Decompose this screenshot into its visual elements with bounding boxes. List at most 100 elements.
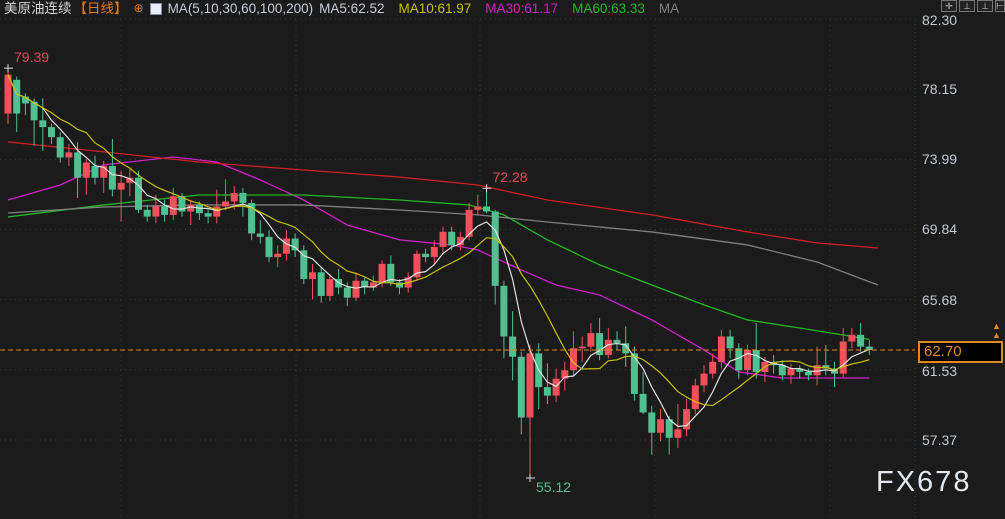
candle-body <box>21 96 29 104</box>
candle-body <box>804 371 812 376</box>
price-annotation: 55.12 <box>536 478 572 495</box>
candle-body <box>343 287 351 298</box>
crosshair-icon[interactable]: ✛ <box>941 0 957 12</box>
candle-body <box>813 365 821 376</box>
candle-body <box>604 339 612 356</box>
zoom-out-icon[interactable]: ⊥ <box>977 0 993 12</box>
candle-body <box>230 192 238 202</box>
candle-body <box>526 353 534 418</box>
candle-body <box>152 206 160 217</box>
y-tick-label: 73.99 <box>922 151 958 168</box>
candle-body <box>4 74 12 114</box>
y-tick-label: 57.37 <box>922 432 958 448</box>
candle-body <box>169 196 177 215</box>
candle-body <box>439 231 447 247</box>
candle-body <box>517 356 525 418</box>
candle-body <box>282 238 290 254</box>
candle-body <box>143 209 151 217</box>
period-selector[interactable]: 【日线】 <box>73 1 128 16</box>
y-tick-label: 61.53 <box>922 363 958 379</box>
candle-body <box>500 285 508 337</box>
candle-body <box>48 127 55 138</box>
candle-body <box>30 101 38 121</box>
candle-body <box>483 206 490 212</box>
y-tick-label: 65.68 <box>922 291 958 308</box>
candle-body <box>204 213 212 217</box>
candle-body <box>596 333 604 356</box>
candle-body <box>613 339 621 344</box>
candle-body <box>274 253 282 258</box>
candle-body <box>448 231 456 246</box>
candle-body <box>178 196 186 212</box>
candle-body <box>509 336 517 357</box>
candle-body <box>456 236 464 246</box>
candle-body <box>465 209 473 237</box>
candle-body <box>161 206 169 215</box>
candle-body <box>778 365 786 376</box>
exit-icon[interactable]: ⊢ <box>995 0 1005 12</box>
candle-body <box>796 368 804 372</box>
candle-body <box>187 204 195 212</box>
ma-settings[interactable]: MA(5,10,30,60,100,200) <box>167 1 314 16</box>
candle-body <box>474 206 482 210</box>
candle-body <box>491 211 499 286</box>
indicator-chart-icon[interactable] <box>149 2 162 15</box>
candle-body <box>691 385 699 410</box>
candle-body <box>239 192 247 204</box>
chart-header: 美原油连续 【日线】 ⊕ MA(5,10,30,60,100,200) MA5:… <box>4 0 934 17</box>
candle-body <box>326 279 334 296</box>
candle-body <box>248 203 256 234</box>
candle-body <box>552 378 560 396</box>
candle-body <box>587 333 595 347</box>
candle-body <box>13 79 21 114</box>
candle-body <box>648 412 656 433</box>
candle-body <box>265 236 273 258</box>
ma200-line <box>7 141 879 249</box>
price-annotation: 79.39 <box>14 49 50 66</box>
candle-body <box>361 280 369 288</box>
candle-body <box>195 204 203 214</box>
ma60-value: MA60:63.33 <box>572 1 645 16</box>
candle-body <box>717 336 725 362</box>
price-annotation: 72.28 <box>492 169 528 186</box>
scroll-up-icon[interactable]: ▲ ▲ <box>992 321 1001 340</box>
ma100-value: MA <box>658 1 680 16</box>
y-tick-label: 69.84 <box>922 221 958 238</box>
candle-body <box>665 419 673 438</box>
ma10-value: MA10:61.97 <box>398 1 472 16</box>
candle-body <box>839 341 847 374</box>
candle-body <box>857 334 865 347</box>
watermark-logo: FX678 <box>876 466 972 498</box>
candle-body <box>622 343 630 354</box>
candle-body <box>430 246 438 258</box>
ma60-line <box>7 194 870 340</box>
ma5-line <box>7 74 870 427</box>
candle-body <box>683 409 691 430</box>
add-indicator-icon[interactable]: ⊕ <box>133 1 144 15</box>
candle-body <box>657 419 664 433</box>
candle-body <box>56 137 64 158</box>
candle-body <box>82 162 90 178</box>
y-tick-label: 82.30 <box>922 12 958 28</box>
candle-body <box>126 177 134 183</box>
ma5-value: MA5:62.52 <box>319 1 385 16</box>
candle-body <box>674 429 682 438</box>
candle-body <box>39 120 47 128</box>
candle-body <box>413 253 421 278</box>
candle-body <box>352 280 360 298</box>
zoom-in-icon[interactable]: ⊥ <box>959 0 975 12</box>
last-price-tag: 62.70 <box>918 341 1003 363</box>
candle-body <box>744 349 751 371</box>
candle-body <box>561 370 569 379</box>
candle-body <box>256 233 264 237</box>
candle-body <box>300 250 308 280</box>
candle-body <box>709 361 717 374</box>
candle-body <box>578 346 586 349</box>
candle-body <box>108 165 116 190</box>
candle-body <box>91 165 99 178</box>
candle-body <box>135 177 142 210</box>
candle-body <box>752 349 760 372</box>
candle-body <box>422 253 430 258</box>
candle-body <box>222 201 229 207</box>
